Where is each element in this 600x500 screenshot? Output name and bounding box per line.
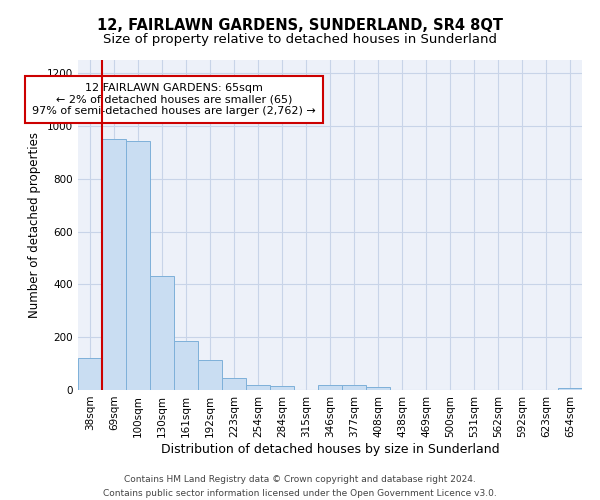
Bar [126,140,150,390]
Bar [270,386,294,390]
Bar [198,360,222,390]
Text: Contains HM Land Registry data © Crown copyright and database right 2024.
Contai: Contains HM Land Registry data © Crown c… [103,476,497,498]
Bar [150,276,174,390]
Y-axis label: Number of detached properties: Number of detached properties [28,132,41,318]
Bar [342,384,366,390]
Bar [78,358,102,390]
Bar [366,388,390,390]
Bar [318,384,342,390]
Text: Size of property relative to detached houses in Sunderland: Size of property relative to detached ho… [103,32,497,46]
Bar [102,139,126,390]
Text: 12, FAIRLAWN GARDENS, SUNDERLAND, SR4 8QT: 12, FAIRLAWN GARDENS, SUNDERLAND, SR4 8Q… [97,18,503,32]
Bar [246,385,270,390]
X-axis label: Distribution of detached houses by size in Sunderland: Distribution of detached houses by size … [161,442,499,456]
Bar [174,341,198,390]
Bar [558,388,582,390]
Text: 12 FAIRLAWN GARDENS: 65sqm
← 2% of detached houses are smaller (65)
97% of semi-: 12 FAIRLAWN GARDENS: 65sqm ← 2% of detac… [32,83,316,116]
Bar [222,378,246,390]
